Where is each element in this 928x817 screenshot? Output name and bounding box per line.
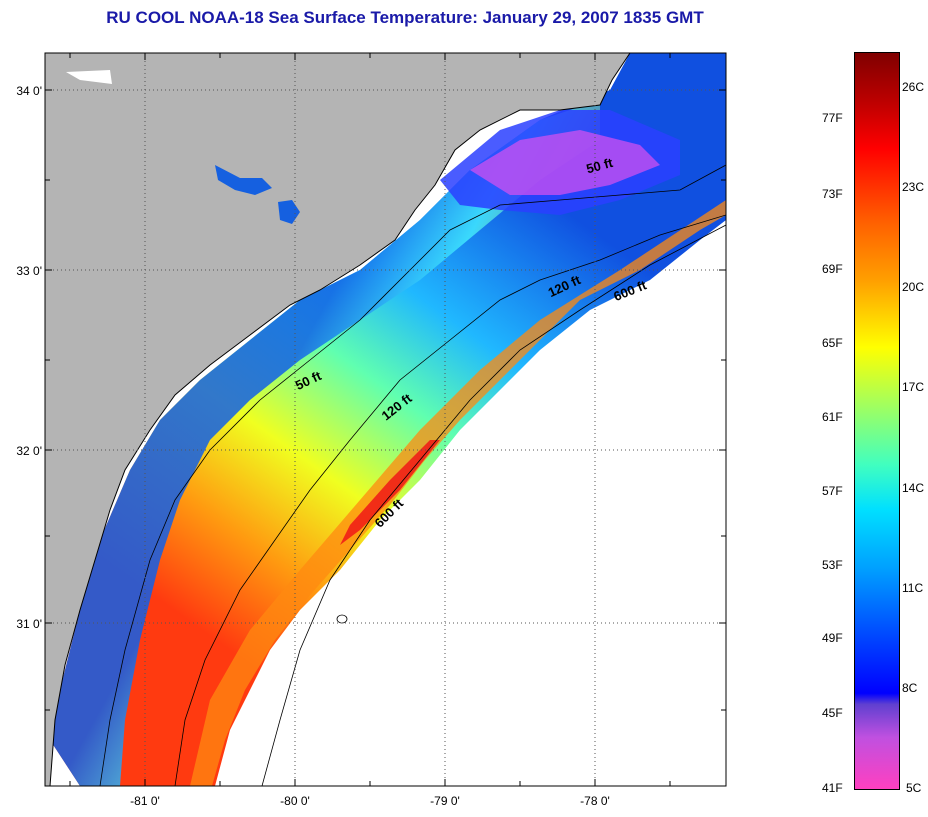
magenta-patch xyxy=(470,130,660,195)
lon-label-80: -80 0' xyxy=(280,794,310,808)
graticule xyxy=(45,53,726,786)
colorbar-f-57: 57F xyxy=(822,484,843,498)
colorbar-c-11: 11C xyxy=(902,581,924,595)
lake-marion xyxy=(215,165,272,195)
colorbar-c-26: 26C xyxy=(902,80,925,94)
colorbar-c-14: 14C xyxy=(902,481,925,495)
contour-120ft xyxy=(174,214,726,786)
temperature-colorbar xyxy=(854,52,900,790)
lon-label-81: -81 0' xyxy=(130,794,160,808)
colorbar-c-17: 17C xyxy=(902,380,925,394)
lat-label-32: 32 0' xyxy=(16,444,42,458)
land xyxy=(45,53,630,786)
lat-label-34: 34 0' xyxy=(16,84,42,98)
map-title: RU COOL NOAA-18 Sea Surface Temperature:… xyxy=(106,8,704,27)
coastline xyxy=(49,53,631,786)
lat-label-31: 31 0' xyxy=(16,617,42,631)
inland-water-nw xyxy=(66,70,112,84)
colorbar-f-53: 53F xyxy=(822,558,843,572)
axis-ticks xyxy=(45,53,726,786)
colorbar-f-69: 69F xyxy=(822,262,843,276)
colorbar-f-73: 73F xyxy=(822,187,843,201)
colorbar-f-41: 41F xyxy=(822,781,843,795)
colorbar-f-45: 45F xyxy=(822,706,843,720)
colorbar-f-49: 49F xyxy=(822,631,843,645)
lon-label-78: -78 0' xyxy=(580,794,610,808)
colorbar-f-77: 77F xyxy=(822,111,843,125)
colorbar-f-65: 65F xyxy=(822,336,843,350)
contour-50ft xyxy=(99,164,726,786)
lon-label-79: -79 0' xyxy=(430,794,460,808)
contour-label-50ft-ne: 50 ft xyxy=(585,155,615,177)
colorbar-c-5: 5C xyxy=(906,781,922,795)
colorbar-c-23: 23C xyxy=(902,180,925,194)
lat-label-33: 33 0' xyxy=(16,264,42,278)
colorbar-f-61: 61F xyxy=(822,410,843,424)
map-frame xyxy=(44,52,727,787)
sst-swath xyxy=(50,53,726,786)
contour-600ft xyxy=(261,224,726,786)
colorbar-c-8: 8C xyxy=(902,681,918,695)
colorbar-c-20: 20C xyxy=(902,280,925,294)
